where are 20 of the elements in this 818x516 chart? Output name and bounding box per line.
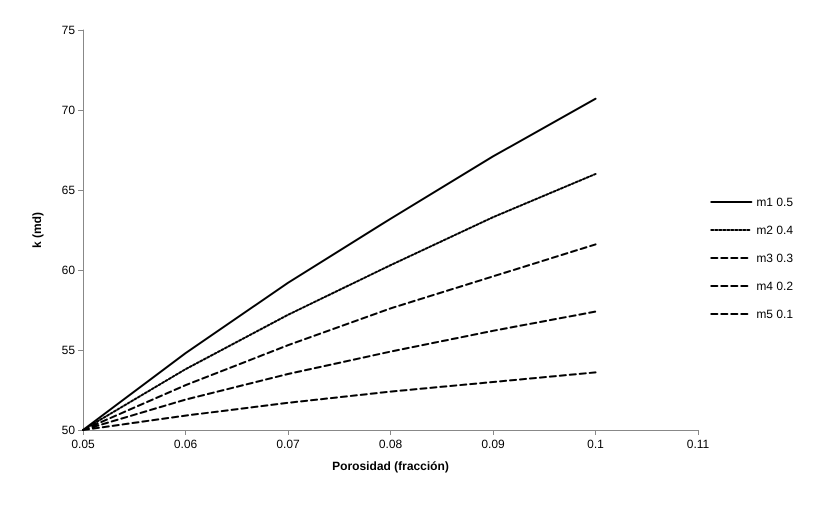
legend-label: m1 0.5 [756,195,794,209]
y-tick-label: 50 [62,423,76,437]
x-axis-title: Porosidad (fracción) [332,459,449,473]
y-axis-title: k (md) [30,212,44,248]
legend-label: m4 0.2 [756,279,794,293]
x-tick-label: 0.07 [276,437,300,451]
x-tick-label: 0.06 [174,437,198,451]
legend-label: m3 0.3 [756,251,794,265]
x-tick-label: 0.09 [481,437,505,451]
legend-label: m2 0.4 [756,223,794,237]
y-tick-label: 75 [62,23,76,37]
legend-label: m5 0.1 [756,307,794,321]
y-tick-label: 55 [62,343,76,357]
y-tick-label: 65 [62,183,76,197]
x-tick-label: 0.1 [587,437,604,451]
x-tick-label: 0.11 [686,437,710,451]
x-tick-label: 0.08 [378,437,402,451]
y-tick-label: 70 [62,103,76,117]
y-tick-label: 60 [62,263,76,277]
x-tick-label: 0.05 [71,437,95,451]
